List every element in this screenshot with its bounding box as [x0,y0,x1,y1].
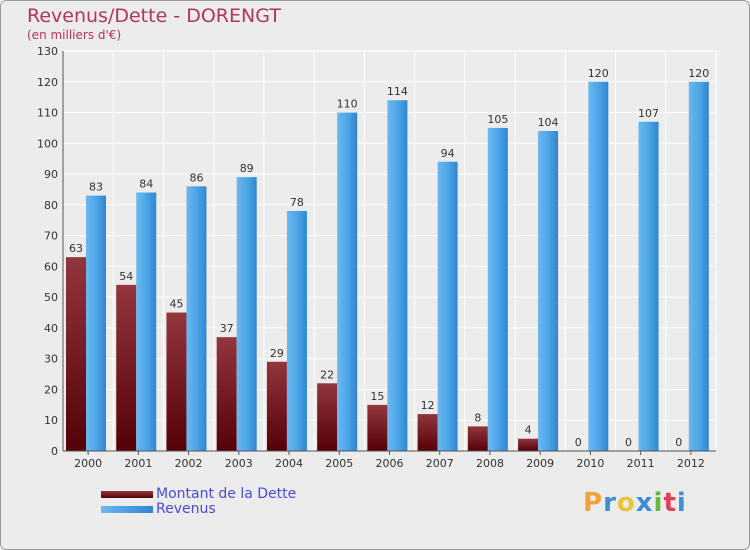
y-tick-label: 90 [44,168,58,181]
bar-revenus [286,211,307,451]
data-labels: 63 83 54 84 45 86 37 89 29 78 22 110 15 114 12 94 8 105 4 1… [69,67,709,449]
data-label-dette: 29 [270,347,284,360]
x-tick-label: 2001 [124,457,152,470]
y-tick-label: 110 [37,107,58,120]
y-tick-label: 0 [51,445,58,458]
x-tick-label: 2003 [225,457,253,470]
y-tick-label: 40 [44,322,58,335]
legend-label-revenus: Revenus [156,501,216,517]
logo-letter: i [653,488,664,518]
x-tick-label: 2009 [526,457,554,470]
y-tick-label: 10 [44,414,58,427]
y-tick-label: 100 [37,137,58,150]
x-tick-label: 2004 [275,457,303,470]
data-label-dette: 8 [474,411,481,424]
x-tick-label: 2007 [426,457,454,470]
data-label-revenus: 83 [89,181,103,194]
proxiti-logo: Proxiti [583,488,687,518]
bar-dette [266,361,287,451]
y-tick-label: 50 [44,291,58,304]
y-tick-label: 120 [37,76,58,89]
logo-letter: i [676,488,687,518]
data-label-dette: 4 [525,424,532,437]
bar-revenus [387,100,408,451]
x-tick-label: 2002 [175,457,203,470]
bar-revenus [538,131,559,451]
bar-revenus [136,192,157,452]
logo-letter: x [635,488,654,518]
data-label-dette: 12 [421,399,435,412]
chart-subtitle: (en milliers d'€) [27,28,122,42]
data-label-revenus: 107 [638,107,659,120]
bar-revenus [437,161,458,451]
chart-title: Revenus/Dette - DORENGT [27,5,281,27]
data-label-revenus: 104 [538,116,559,129]
x-tick-label: 2011 [627,457,655,470]
x-tick-label: 2000 [74,457,102,470]
data-label-revenus: 89 [240,162,254,175]
x-tick-label: 2005 [325,457,353,470]
data-label-dette: 37 [220,322,234,335]
data-label-dette: 45 [169,298,183,311]
x-tick-label: 2010 [576,457,604,470]
data-label-revenus: 94 [441,147,455,160]
legend-swatch-revenus [101,506,153,513]
y-tick-label: 20 [44,383,58,396]
data-label-revenus: 86 [189,171,203,184]
x-tick-label: 2006 [376,457,404,470]
bar-revenus [186,186,207,451]
bar-dette [367,404,388,451]
y-tick-label: 30 [44,353,58,366]
data-label-revenus: 120 [588,67,609,80]
bar-dette [518,438,539,451]
logo-letter: P [583,488,604,518]
bar-revenus [337,112,358,452]
bars [66,81,709,452]
bar-revenus [236,177,257,451]
data-label-dette: 0 [625,436,632,449]
bar-dette [417,414,438,451]
data-label-dette: 54 [119,270,133,283]
y-tick-label: 70 [44,230,58,243]
logo-letter: t [663,488,677,518]
data-label-revenus: 114 [387,85,408,98]
x-tick-label: 2008 [476,457,504,470]
legend-swatch-dette [101,491,153,498]
data-label-dette: 0 [575,436,582,449]
bar-dette [116,284,137,451]
y-tick-label: 60 [44,260,58,273]
data-label-dette: 22 [320,368,334,381]
data-label-dette: 63 [69,242,83,255]
bar-revenus [588,81,609,452]
data-label-revenus: 120 [688,67,709,80]
y-tick-label: 130 [37,45,58,58]
legend-label-dette: Montant de la Dette [156,486,297,502]
bar-dette [467,426,488,451]
bar-dette [317,383,338,451]
data-label-revenus: 78 [290,196,304,209]
bar-revenus [86,195,106,451]
bar-revenus [487,127,508,451]
bar-dette [216,337,237,451]
bar-revenus [688,81,709,452]
bar-dette [166,312,187,451]
data-label-revenus: 105 [487,113,508,126]
data-label-dette: 0 [675,436,682,449]
y-tick-label: 80 [44,199,58,212]
x-tick-label: 2012 [677,457,705,470]
data-label-revenus: 110 [337,98,358,111]
data-label-dette: 15 [370,390,384,403]
logo-letter: r [603,488,617,518]
bar-dette [66,257,86,451]
logo-letter: o [616,488,636,518]
data-label-revenus: 84 [139,178,153,191]
bar-revenus [638,121,659,452]
